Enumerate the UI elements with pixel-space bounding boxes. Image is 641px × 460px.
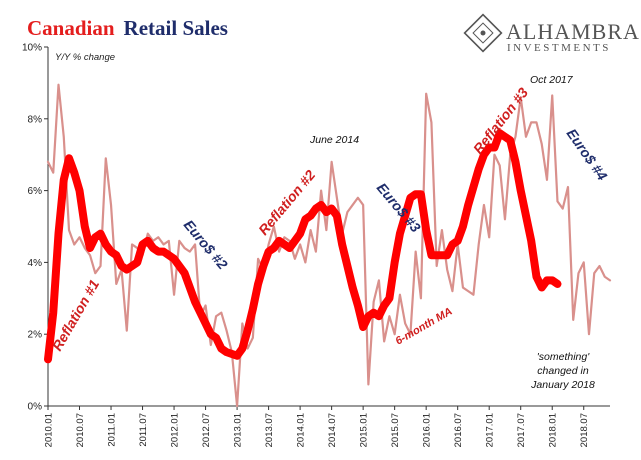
title-part-2: Retail Sales (124, 16, 228, 40)
annotation-eurodollar-2: Euro$ #2 (181, 217, 231, 273)
x-tick-label: 2015.01 (359, 413, 370, 447)
x-tick-label: 2012.07 (201, 413, 212, 447)
x-tick-label: 2018.01 (548, 413, 559, 447)
alhambra-logo: ALHAMBRA INVESTMENTS (463, 13, 640, 54)
x-tick-label: 2013.01 (233, 413, 244, 447)
annotation-eurodollar-4: Euro$ #4 (564, 126, 611, 184)
title-part-1: Canadian (27, 16, 115, 40)
annotation-something: 'something' (537, 351, 590, 363)
x-tick-label: 2011.01 (107, 413, 118, 447)
x-tick-label: 2017.07 (516, 413, 527, 447)
x-tick-label: 2017.01 (485, 413, 496, 447)
x-tick-label: 2016.01 (422, 413, 433, 447)
y-tick-label: 6% (28, 186, 43, 197)
x-tick-label: 2018.07 (579, 413, 590, 447)
annotation-reflation-3: Reflation #3 (470, 84, 532, 157)
y-tick-label: 0% (28, 402, 43, 413)
y-tick-label: 10% (22, 43, 42, 54)
annotation-changed-in: changed in (537, 365, 589, 377)
x-tick-label: 2014.01 (296, 413, 307, 447)
x-tick-label: 2013.07 (264, 413, 275, 447)
series-line-yy-change (46, 83, 612, 408)
x-tick-label: 2010.01 (44, 413, 55, 447)
logo-subtitle: INVESTMENTS (507, 42, 611, 54)
x-tick-label: 2012.01 (170, 413, 181, 447)
annotation-january-2018: January 2018 (530, 379, 595, 391)
x-tick-label: 2016.07 (453, 413, 464, 447)
x-tick-label: 2015.07 (390, 413, 401, 447)
x-tick-label: 2011.07 (138, 413, 149, 447)
diamond-icon (463, 13, 503, 53)
series-layer (44, 83, 612, 408)
y-axis-ticks: 0% 2% 4% 6% 8% 10% (22, 43, 48, 413)
annotation-reflation-2: Reflation #2 (255, 167, 318, 238)
annotation-oct-2017: Oct 2017 (530, 74, 574, 86)
chart-title: Canadian Retail Sales (27, 16, 228, 40)
y-tick-label: 4% (28, 258, 43, 269)
x-tick-label: 2010.07 (75, 413, 86, 447)
annotation-june-2014: June 2014 (309, 134, 359, 146)
y-axis-label: Y/Y % change (55, 52, 115, 63)
y-tick-label: 8% (28, 114, 43, 125)
x-tick-label: 2014.07 (327, 413, 338, 447)
series-line-6-month-ma (44, 129, 562, 364)
logo-name: ALHAMBRA (506, 19, 640, 44)
x-axis-ticks: 2010.01 2010.07 2011.01 2011.07 2012.01 2012.… (44, 406, 590, 447)
y-tick-label: 2% (28, 330, 43, 341)
